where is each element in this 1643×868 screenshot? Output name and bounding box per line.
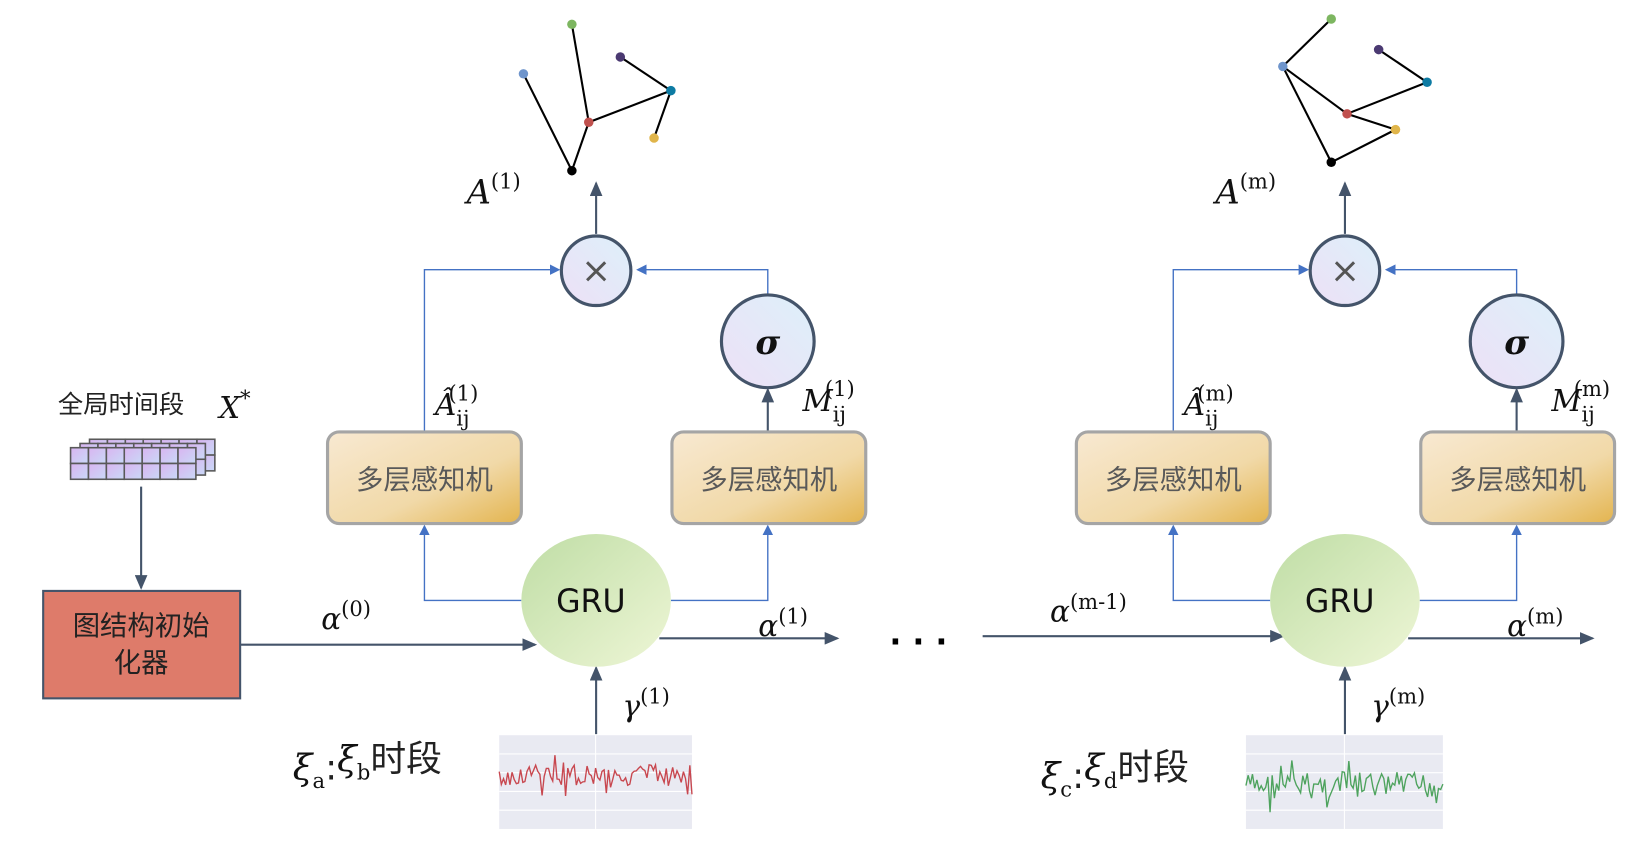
- graph-edge: [619, 56, 672, 92]
- graph-edge: [522, 73, 573, 172]
- graph-node-red: [584, 117, 594, 127]
- gru-node: [1270, 534, 1420, 667]
- graph-edge: [1346, 81, 1428, 115]
- graph-edge: [653, 90, 672, 139]
- waveform-line: [498, 755, 693, 797]
- matrix-cell: [177, 446, 197, 465]
- graph-node-teal: [666, 85, 676, 96]
- multiply-node: [1308, 234, 1382, 308]
- graph-edge: [570, 121, 590, 172]
- sigma-node: [1468, 293, 1565, 390]
- initializer-line2: 化器: [114, 648, 169, 679]
- gru-to-mlp1-arrow: [1168, 524, 1271, 602]
- matrix-cell: [159, 462, 179, 481]
- multiply-icon: ×: [1330, 250, 1360, 291]
- alpha-in-label: α(m-1): [1050, 589, 1127, 629]
- ahat-label: Âij(1): [432, 380, 478, 430]
- waveform-line: [1245, 760, 1444, 813]
- matrix-cell: [105, 446, 126, 465]
- matrix-cell: [123, 462, 143, 481]
- segment-label: ξa:ξb时段: [293, 739, 442, 793]
- graph-node-green: [1326, 14, 1336, 24]
- adjacency-label: A(1): [464, 169, 521, 212]
- mlp1-to-multiply-arrow: [1172, 264, 1310, 432]
- mlp-box-left-label: 多层感知机: [356, 465, 493, 496]
- graph-node-black: [1326, 157, 1336, 168]
- segment-label: ξc:ξd时段: [1041, 747, 1189, 801]
- graph-node-purple: [615, 52, 626, 62]
- graph-node-yellow: [649, 133, 659, 143]
- x-star-label: X*: [217, 386, 251, 426]
- graph-node-lightblue: [518, 69, 529, 79]
- gru-to-mlp1-arrow: [419, 524, 522, 602]
- matrix-cell: [141, 462, 161, 481]
- gru-node: [521, 534, 671, 667]
- alpha-out-label: α(m): [1507, 604, 1563, 644]
- graph-node-lightblue: [1278, 61, 1288, 72]
- graph-edge: [1378, 48, 1428, 84]
- alpha-in-label: α(0): [321, 596, 371, 636]
- matrix-cell: [69, 446, 90, 465]
- graph-node-green: [567, 19, 577, 30]
- matrix-cell: [105, 462, 126, 481]
- gru-to-mlp2-arrow: [670, 524, 774, 602]
- matrix-cell: [69, 462, 90, 481]
- graph-node-red: [1342, 109, 1352, 119]
- mlp-box-right-label: 多层感知机: [1449, 465, 1586, 496]
- gru-label: GRU: [1305, 584, 1375, 620]
- mlp-box-left: [325, 430, 523, 526]
- time-step-block-1: A(1) Âij(1) Mij(1) α(0) α(1) γ(1) ξa:ξb时段 多层感知机…: [240, 19, 868, 829]
- matrix-cell: [123, 446, 143, 465]
- sigma-to-multiply-arrow: [1384, 264, 1518, 295]
- multiply-icon: ×: [581, 250, 611, 291]
- matrix-cell: [141, 446, 161, 465]
- mlp-box-right: [670, 430, 868, 526]
- m-label: Mij(m): [1550, 376, 1610, 426]
- sigma-label: σ: [1504, 322, 1529, 362]
- mlp1-to-multiply-arrow: [423, 264, 561, 432]
- gru-label: GRU: [556, 584, 626, 620]
- initializer-line1: 图结构初始: [73, 611, 210, 642]
- m-label: Mij(1): [802, 376, 855, 426]
- global-segment-label: 全局时间段: [58, 390, 184, 419]
- graph-edge: [1282, 65, 1348, 115]
- matrix-cell: [87, 446, 108, 465]
- mlp-box-left: [1074, 430, 1272, 526]
- sigma-to-multiply-arrow: [636, 264, 769, 295]
- gamma-label: γ(1): [622, 684, 669, 724]
- gamma-label: γ(m): [1371, 684, 1425, 724]
- ahat-label: Âij(m): [1181, 380, 1234, 430]
- graph-edge: [1346, 112, 1396, 131]
- time-series-matrix-icon: [69, 438, 216, 481]
- matrix-cell: [177, 462, 197, 481]
- ellipsis: . . .: [889, 617, 947, 653]
- adjacency-label: A(m): [1212, 169, 1276, 212]
- graph-node-yellow: [1390, 124, 1401, 135]
- graph-node-black: [567, 165, 577, 176]
- matrix-cell: [87, 462, 108, 481]
- graph-edge: [588, 89, 672, 124]
- sigma-node: [719, 293, 816, 390]
- gru-to-mlp2-arrow: [1419, 524, 1522, 602]
- graph-edge: [1282, 18, 1332, 68]
- mlp-box-right-label: 多层感知机: [700, 465, 837, 496]
- graph-node-purple: [1373, 44, 1384, 55]
- sigma-label: σ: [755, 322, 780, 362]
- multiply-node: [559, 234, 633, 308]
- graph-node-teal: [1422, 77, 1432, 87]
- alpha-out-label: α(1): [758, 604, 808, 644]
- graph-edge: [1281, 65, 1333, 163]
- mlp-box-right: [1419, 430, 1617, 526]
- matrix-cell: [159, 446, 179, 465]
- graph-edge: [1330, 128, 1396, 164]
- time-step-block-2: A(m) Âij(m) Mij(m) α(m-1) α(m) γ(m) ξc:ξd时段 多层感…: [982, 14, 1617, 829]
- graph-initializer-box: [42, 589, 242, 700]
- graph-edge: [570, 24, 590, 123]
- mlp-box-left-label: 多层感知机: [1105, 465, 1242, 496]
